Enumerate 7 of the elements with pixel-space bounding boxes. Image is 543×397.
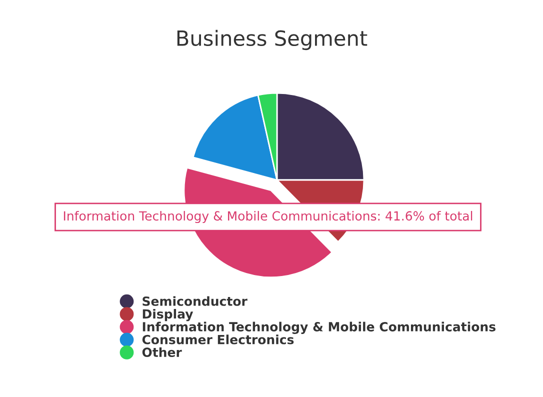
text: Information Technology & Mobile Communications: 41.6% of total: [64, 210, 472, 224]
legend-label: Display: [142, 308, 194, 322]
legend-label: Semiconductor: [142, 296, 248, 306]
legend-label: Other: [142, 347, 182, 358]
legend-label: Consumer Electronics: [142, 334, 294, 344]
chart-title: Business Segment: [177, 30, 368, 50]
legend-label: Information Technology & Mobile Communications: [142, 322, 496, 334]
